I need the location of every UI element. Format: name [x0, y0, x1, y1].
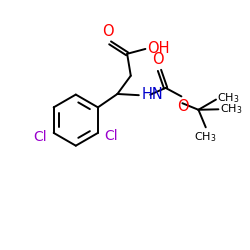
- Text: Cl: Cl: [33, 130, 47, 143]
- Text: O: O: [152, 52, 163, 68]
- Text: OH: OH: [147, 42, 170, 56]
- Text: HN: HN: [141, 87, 163, 102]
- Text: Cl: Cl: [105, 129, 118, 143]
- Text: CH$_3$: CH$_3$: [194, 130, 217, 143]
- Text: O: O: [177, 99, 188, 114]
- Text: O: O: [102, 24, 114, 39]
- Text: CH$_3$: CH$_3$: [218, 92, 240, 106]
- Text: CH$_3$: CH$_3$: [220, 102, 242, 116]
